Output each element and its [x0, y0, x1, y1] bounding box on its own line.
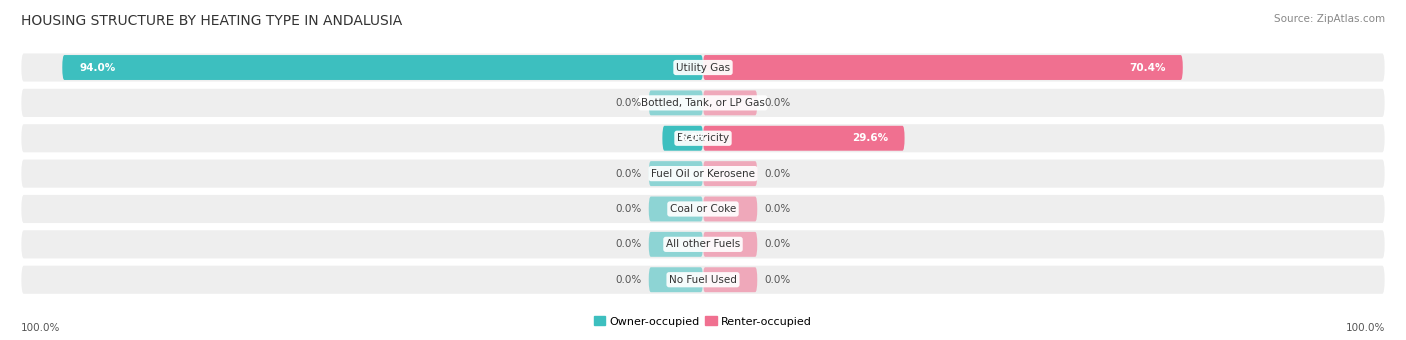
Text: 0.0%: 0.0%: [616, 98, 641, 108]
Legend: Owner-occupied, Renter-occupied: Owner-occupied, Renter-occupied: [589, 312, 817, 331]
FancyBboxPatch shape: [21, 195, 1385, 223]
Text: 0.0%: 0.0%: [616, 169, 641, 178]
FancyBboxPatch shape: [703, 232, 758, 257]
Text: Utility Gas: Utility Gas: [676, 63, 730, 72]
Text: 0.0%: 0.0%: [765, 169, 790, 178]
FancyBboxPatch shape: [648, 197, 703, 221]
Text: 0.0%: 0.0%: [616, 275, 641, 285]
FancyBboxPatch shape: [703, 126, 904, 151]
Text: HOUSING STRUCTURE BY HEATING TYPE IN ANDALUSIA: HOUSING STRUCTURE BY HEATING TYPE IN AND…: [21, 14, 402, 28]
FancyBboxPatch shape: [648, 232, 703, 257]
Text: Electricity: Electricity: [676, 133, 730, 143]
FancyBboxPatch shape: [703, 197, 758, 221]
FancyBboxPatch shape: [21, 124, 1385, 152]
FancyBboxPatch shape: [648, 267, 703, 292]
Text: 0.0%: 0.0%: [765, 98, 790, 108]
FancyBboxPatch shape: [21, 89, 1385, 117]
FancyBboxPatch shape: [703, 267, 758, 292]
Text: Fuel Oil or Kerosene: Fuel Oil or Kerosene: [651, 169, 755, 178]
Text: 29.6%: 29.6%: [852, 133, 887, 143]
FancyBboxPatch shape: [21, 159, 1385, 188]
FancyBboxPatch shape: [21, 266, 1385, 294]
Text: Bottled, Tank, or LP Gas: Bottled, Tank, or LP Gas: [641, 98, 765, 108]
FancyBboxPatch shape: [703, 161, 758, 186]
Text: 0.0%: 0.0%: [765, 275, 790, 285]
FancyBboxPatch shape: [62, 55, 703, 80]
Text: Source: ZipAtlas.com: Source: ZipAtlas.com: [1274, 14, 1385, 23]
FancyBboxPatch shape: [662, 126, 703, 151]
Text: No Fuel Used: No Fuel Used: [669, 275, 737, 285]
Text: 0.0%: 0.0%: [616, 239, 641, 249]
FancyBboxPatch shape: [648, 161, 703, 186]
Text: 0.0%: 0.0%: [765, 239, 790, 249]
Text: 0.0%: 0.0%: [616, 204, 641, 214]
FancyBboxPatch shape: [703, 90, 758, 115]
Text: 100.0%: 100.0%: [21, 323, 60, 333]
FancyBboxPatch shape: [21, 230, 1385, 258]
Text: 6.0%: 6.0%: [679, 133, 709, 143]
Text: 100.0%: 100.0%: [1346, 323, 1385, 333]
Text: 94.0%: 94.0%: [79, 63, 115, 72]
Text: Coal or Coke: Coal or Coke: [669, 204, 737, 214]
FancyBboxPatch shape: [703, 55, 1182, 80]
Text: 0.0%: 0.0%: [765, 204, 790, 214]
Text: All other Fuels: All other Fuels: [666, 239, 740, 249]
Text: 70.4%: 70.4%: [1129, 63, 1166, 72]
FancyBboxPatch shape: [648, 90, 703, 115]
FancyBboxPatch shape: [21, 53, 1385, 82]
